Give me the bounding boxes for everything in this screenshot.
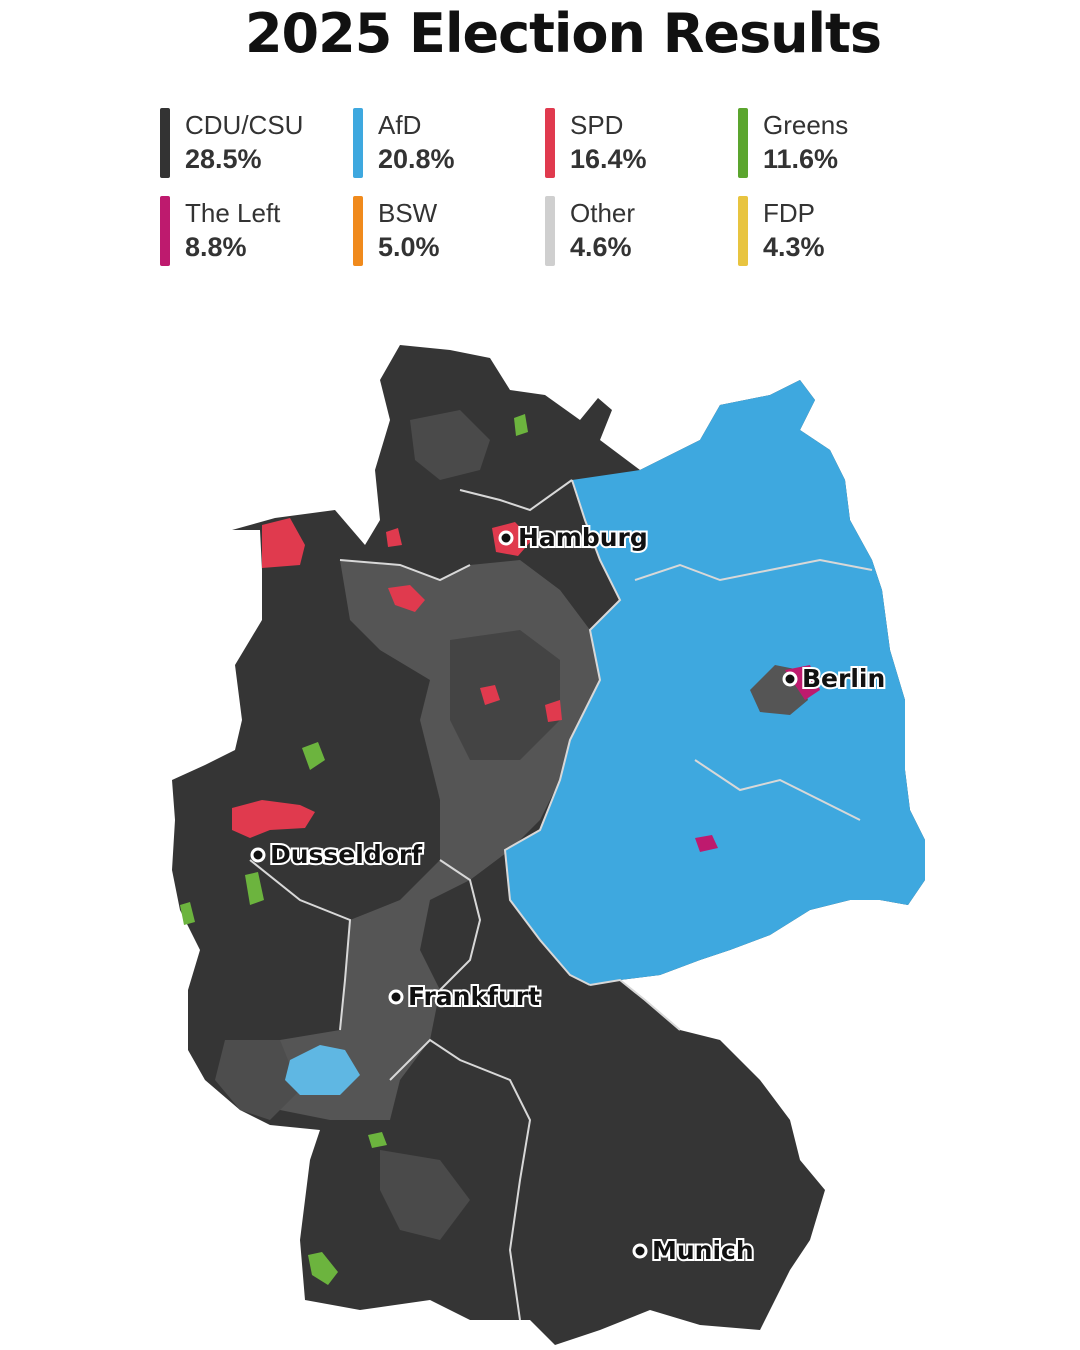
legend-party-percent: 28.5% (185, 144, 262, 174)
city-label-berlin: Berlin (802, 664, 885, 693)
legend-swatch (160, 108, 170, 178)
city-label-munich: Munich (652, 1236, 754, 1265)
legend-party-name: SPD (570, 110, 624, 140)
region-greens-aachen (180, 902, 195, 925)
city-label-dusseldorf: Dusseldorf (270, 840, 423, 869)
germany-map: Hamburg Berlin Dusseldorf Frankfurt Muni… (172, 345, 925, 1345)
city-berlin: Berlin (782, 662, 887, 695)
region-spd-hanover (480, 685, 500, 705)
city-frankfurt: Frankfurt (388, 980, 542, 1013)
region-dark-gray (450, 630, 560, 760)
region-afd-west (285, 1045, 360, 1095)
legend-party-name: BSW (378, 198, 438, 228)
legend-swatch (738, 108, 748, 178)
legend-party-percent: 20.8% (378, 144, 455, 174)
legend-party-percent: 8.8% (185, 232, 247, 262)
region-rhine-gray (215, 1040, 300, 1120)
legend-item-fdp: FDP 4.3% (738, 196, 918, 266)
region-left-leipzig (695, 835, 718, 852)
legend-party-percent: 16.4% (570, 144, 647, 174)
region-spd-bremen (386, 528, 402, 547)
legend-swatch (353, 196, 363, 266)
legend-party-name: FDP (763, 198, 815, 228)
region-greens-heidelberg (368, 1132, 387, 1148)
region-bw-gray (380, 1150, 470, 1240)
legend-item-the-left: The Left 8.8% (160, 196, 340, 266)
city-hamburg: Hamburg (498, 521, 650, 554)
legend-item-greens: Greens 11.6% (738, 108, 918, 178)
legend-item-afd: AfD 20.8% (353, 108, 533, 178)
legend-swatch (545, 196, 555, 266)
legend-swatch (353, 108, 363, 178)
region-spd-east-frisia (262, 518, 305, 568)
legend-item-spd: SPD 16.4% (545, 108, 725, 178)
legend-swatch (545, 108, 555, 178)
legend-item-cdu-csu: CDU/CSU 28.5% (160, 108, 340, 178)
legend-item-other: Other 4.6% (545, 196, 725, 266)
region-greens-freiburg (308, 1252, 338, 1285)
legend-party-name: CDU/CSU (185, 110, 304, 140)
legend-party-percent: 4.6% (570, 232, 632, 262)
legend-party-name: AfD (378, 110, 422, 140)
region-schleswig-gray (410, 410, 490, 480)
legend-party-percent: 11.6% (763, 144, 839, 174)
state-borders (249, 479, 873, 1321)
region-greens-kiel (514, 414, 528, 436)
legend-party-name: Other (570, 198, 636, 228)
region-greens-munster (302, 742, 325, 770)
city-label-frankfurt: Frankfurt (408, 982, 540, 1011)
legend-swatch (738, 196, 748, 266)
legend-party-name: Greens (763, 110, 849, 140)
region-spd-ruhr (232, 800, 315, 838)
legend-item-bsw: BSW 5.0% (353, 196, 533, 266)
legend: CDU/CSU 28.5% AfD 20.8% SPD 16.4% Greens… (160, 108, 960, 278)
city-dusseldorf: Dusseldorf (250, 838, 425, 871)
region-spd-bremerhaven (388, 585, 425, 612)
city-munich: Munich (632, 1234, 756, 1267)
city-label-hamburg: Hamburg (518, 523, 648, 552)
page-title: 2025 Election Results (244, 2, 882, 65)
region-greens-cologne (245, 872, 264, 905)
region-afd-east (505, 380, 925, 985)
legend-party-percent: 4.3% (763, 232, 825, 262)
legend-party-percent: 5.0% (378, 232, 440, 262)
legend-swatch (160, 196, 170, 266)
legend-party-name: The Left (185, 198, 281, 228)
region-spd-brunswick (545, 700, 562, 722)
